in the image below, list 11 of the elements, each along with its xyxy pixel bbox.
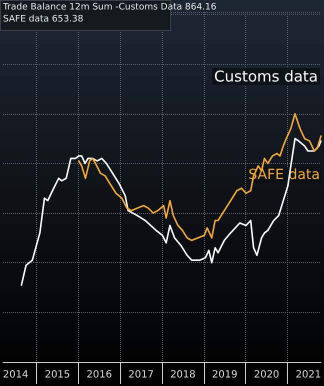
x-tick-label: 2014 <box>2 370 28 380</box>
x-tick-label: 2018 <box>170 370 196 380</box>
x-tick-label: 2019 <box>212 370 238 380</box>
text: SAFE data 653.38 <box>3 14 84 24</box>
x-tick-label: 2016 <box>86 370 112 380</box>
x-tick-label: 2020 <box>254 370 280 380</box>
x-tick-label: 2021 <box>296 370 322 380</box>
text: Customs data <box>214 68 318 86</box>
x-tick-label: 2017 <box>128 370 154 380</box>
text: Trade Balance 12m Sum -Customs Data 864.16 <box>2 2 217 12</box>
x-tick-label: 2015 <box>44 370 70 380</box>
